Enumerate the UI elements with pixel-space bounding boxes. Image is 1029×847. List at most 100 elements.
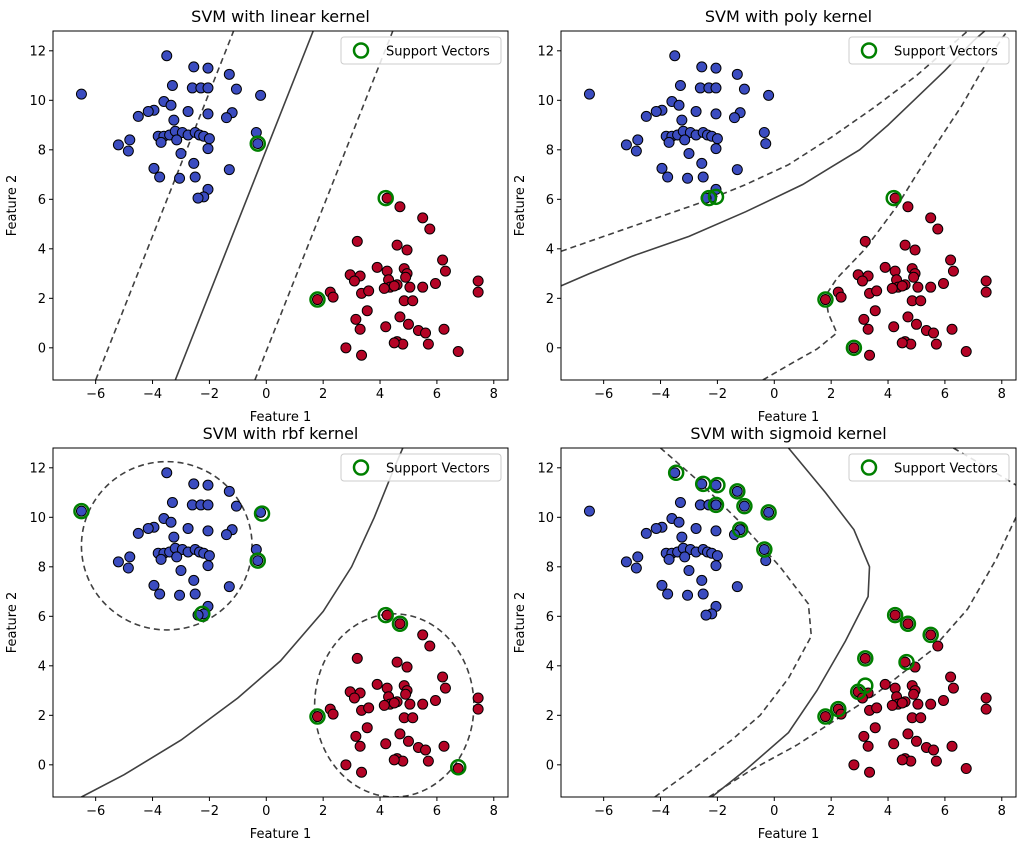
x-tick-label: 4 [376,387,384,402]
support-vector-marker [391,615,409,632]
support-vector-marker [377,606,394,624]
point-class-0 [174,589,186,601]
x-tick-label: 2 [319,387,327,402]
point-class-0 [760,138,772,150]
point-class-1 [886,699,898,711]
point-class-1 [879,678,891,690]
support-vector-marker [756,541,773,558]
subplot-2: SVM with poly kernel −6 −4 −2 0 2 4 6 8 0 2 4 6 8 10 12… [513,7,1017,425]
point-class-1 [422,338,434,350]
point-class-1 [946,740,958,752]
point-class-1 [420,327,432,339]
point-class-0 [171,551,183,563]
point-class-0 [656,579,668,591]
point-class-1 [930,338,942,350]
point-class-1 [402,735,414,747]
y-tick-label: 0 [546,341,554,356]
point-class-0 [676,114,688,126]
axes-frame [52,30,509,381]
point-class-0 [669,50,681,62]
y-tick-label: 10 [537,511,554,526]
point-class-1 [925,698,937,710]
y-axis-label: Feature 2 [5,592,20,654]
point-class-0 [662,588,674,600]
point-class-0 [132,110,144,122]
point-class-1 [937,694,949,706]
point-class-1 [888,738,900,750]
point-class-1 [439,265,451,277]
x-tick-label: 4 [884,804,892,819]
point-class-0 [674,496,686,508]
point-class-0 [697,588,709,600]
support-vector-marker [760,504,777,521]
point-class-0 [673,516,685,528]
subplot-4: SVM with sigmoid kernel −6 −4 −2 0 2 4 6 8 0 2 4 6 8 1… [513,424,1017,842]
point-class-0 [168,114,180,126]
support-vector-marker [700,189,718,207]
support-vector-marker [667,464,685,482]
point-class-0 [188,478,200,490]
point-class-0 [161,467,173,479]
point-class-0 [650,522,662,534]
point-class-1 [348,275,360,287]
point-class-1 [350,730,362,742]
point-class-0 [154,171,166,183]
point-class-1 [915,295,927,307]
point-class-0 [202,499,214,511]
point-class-0 [710,62,722,74]
y-tick-label: 4 [546,659,554,674]
legend-marker [860,459,878,476]
legend: Support Vectors [340,453,502,482]
point-class-0 [696,157,708,169]
point-class-0 [202,560,214,572]
point-class-1 [896,280,908,292]
point-class-1 [862,740,874,752]
point-class-1 [380,738,392,750]
support-vector-marker [849,683,867,701]
legend-marker [352,459,370,476]
point-class-0 [690,522,702,534]
point-class-0 [148,579,160,591]
point-class-0 [189,171,201,183]
x-tick-label: 4 [376,804,384,819]
point-class-1 [945,254,957,266]
point-class-0 [710,560,722,572]
support-vector-marker [194,605,211,623]
point-class-1 [928,327,940,339]
point-class-0 [188,61,200,73]
point-class-0 [673,99,685,111]
x-tick-label: −2 [708,804,727,819]
axes-frame [560,447,1017,798]
point-class-0 [168,531,180,543]
x-tick-label: 8 [490,804,498,819]
support-vector-marker [731,521,749,538]
x-tick-label: 6 [941,804,949,819]
x-tick-label: −4 [651,804,670,819]
point-class-0 [710,82,722,94]
point-class-0 [683,148,695,160]
decision-boundary-line [174,31,314,380]
point-class-1 [472,275,484,287]
chart-title: SVM with linear kernel [191,7,370,26]
point-class-1 [429,694,441,706]
legend-marker [860,42,878,59]
support-vector-marker [249,135,266,152]
point-class-0 [203,133,215,145]
decision-boundaries [94,31,394,380]
y-tick-label: 12 [537,44,554,59]
legend: Support Vectors [340,36,502,65]
point-class-0 [710,525,722,537]
point-class-0 [203,550,215,562]
point-class-1 [422,755,434,767]
point-class-0 [188,157,200,169]
point-class-1 [407,295,419,307]
point-class-1 [909,244,921,256]
x-tick-label: −4 [143,804,162,819]
y-tick-label: 4 [546,242,554,257]
point-class-1 [394,728,406,740]
point-class-1 [908,271,920,283]
legend-label: Support Vectors [894,45,998,60]
point-class-1 [888,321,900,333]
y-tick-label: 2 [546,709,554,724]
point-class-0 [728,112,740,124]
